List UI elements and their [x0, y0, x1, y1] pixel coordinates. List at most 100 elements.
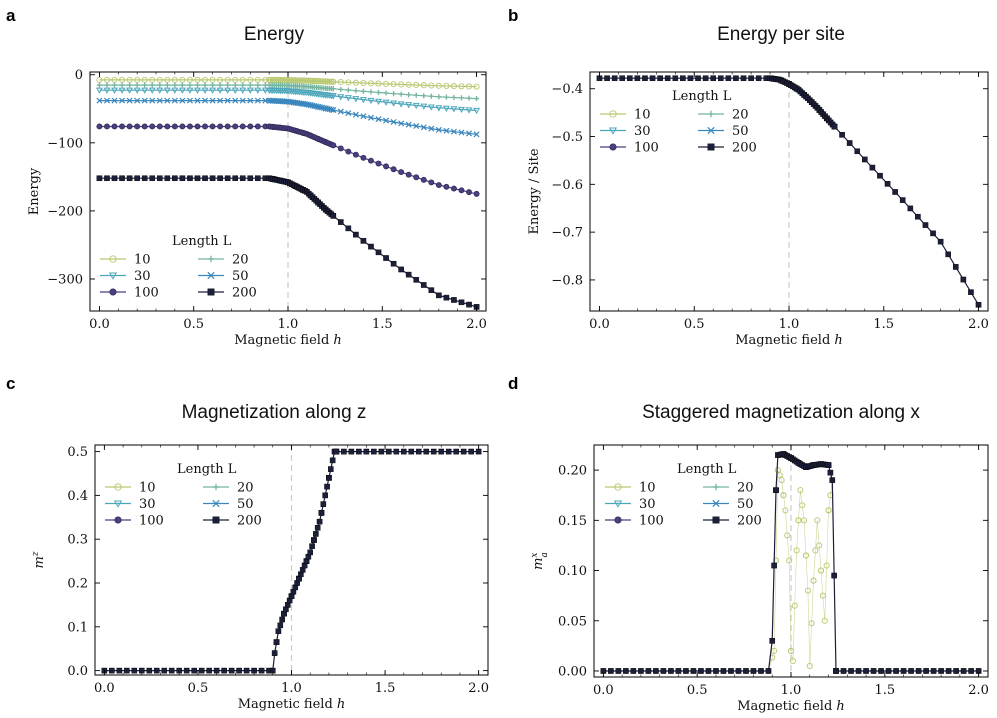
data-point: [438, 448, 445, 455]
data-point: [728, 668, 734, 674]
data-point: [784, 532, 791, 539]
y-axis-label: mz: [31, 551, 47, 568]
data-point: [390, 81, 397, 88]
data-point: [104, 123, 110, 130]
data-point: [810, 577, 817, 584]
data-point: [451, 94, 457, 101]
legend-entry-20: 20: [698, 108, 749, 123]
legend-label: 30: [634, 124, 651, 139]
data-point: [127, 82, 133, 88]
data-point: [793, 547, 800, 554]
data-point: [649, 75, 656, 82]
data-point: [458, 129, 465, 136]
data-point: [870, 668, 877, 674]
data-point: [345, 110, 352, 117]
data-point: [660, 668, 667, 674]
x-axis-label: Magnetic field h: [238, 697, 346, 712]
data-point: [198, 667, 205, 674]
data-point: [789, 657, 796, 664]
data-point: [328, 466, 334, 472]
data-point: [854, 148, 861, 155]
data-point: [435, 126, 442, 133]
legend-entry-200: 200: [703, 514, 762, 529]
data-point: [405, 81, 412, 88]
data-point: [436, 94, 442, 100]
data-point: [277, 76, 284, 84]
data-point: [390, 118, 397, 126]
data-point: [142, 82, 148, 88]
data-point: [604, 75, 610, 82]
data-point: [172, 175, 178, 182]
data-point: [383, 117, 390, 124]
data-point: [687, 75, 694, 82]
data-point: [328, 106, 335, 113]
data-point: [375, 249, 382, 256]
data-point: [96, 123, 103, 130]
data-point: [232, 82, 238, 88]
legend-label: 20: [237, 481, 254, 496]
legend-title: Length L: [672, 89, 732, 104]
data-point: [345, 148, 352, 155]
y-axis-label: Energy / Site: [527, 148, 542, 234]
data-point: [109, 667, 115, 674]
series-200: [596, 75, 982, 308]
data-point: [413, 174, 420, 181]
data-point: [458, 187, 465, 194]
data-point: [862, 156, 868, 163]
data-point: [755, 75, 762, 82]
data-point: [168, 667, 175, 674]
y-tick-label: −200: [47, 204, 83, 219]
data-point: [352, 151, 359, 158]
data-point: [450, 83, 457, 90]
data-point: [247, 97, 254, 104]
data-point: [378, 448, 385, 455]
data-point: [119, 123, 126, 130]
panel-letter: c: [6, 374, 15, 393]
data-point: [443, 82, 450, 89]
legend: Length L 10 20 30 50 100 200: [105, 462, 262, 529]
y-tick-label: −0.7: [551, 226, 583, 241]
data-point: [825, 462, 832, 468]
legend-entry-20: 20: [198, 253, 249, 268]
x-tick-label: 0.0: [89, 317, 110, 332]
x-axis-label-text: Magnetic field: [737, 699, 836, 714]
data-point: [202, 123, 208, 130]
legend-marker: [109, 255, 117, 263]
data-point: [930, 230, 936, 237]
data-point: [258, 667, 265, 674]
data-point: [156, 87, 164, 94]
x-axis-label: Magnetic field h: [735, 333, 843, 348]
data-point: [383, 80, 390, 87]
data-point: [405, 102, 413, 109]
data-point: [968, 668, 974, 674]
data-point: [239, 87, 247, 94]
x-tick-label: 0.0: [589, 317, 610, 332]
data-point: [126, 175, 133, 182]
y-tick-label: −0.8: [551, 273, 583, 288]
legend-entry-100: 100: [105, 514, 164, 529]
legend-marker: [613, 500, 623, 508]
data-point: [831, 572, 837, 579]
data-point: [330, 78, 337, 85]
data-point: [968, 289, 974, 295]
data-point: [398, 91, 404, 97]
data-point: [153, 667, 160, 674]
x-tick-label: 2.0: [468, 681, 489, 696]
legend-entry-50: 50: [203, 497, 254, 512]
data-point: [288, 77, 295, 84]
x-tick-label: 0.0: [593, 683, 614, 698]
data-point: [194, 123, 201, 130]
y-tick-label: 0.20: [558, 464, 587, 479]
legend-label: 50: [232, 269, 249, 284]
data-point: [316, 518, 323, 525]
data-point: [201, 87, 209, 94]
data-point: [344, 95, 352, 102]
data-point: [915, 668, 922, 674]
x-tick-label: 1.0: [779, 317, 800, 332]
y-tick-label: 0.0: [67, 664, 88, 679]
data-point: [397, 101, 405, 108]
data-point: [884, 181, 891, 187]
data-point: [960, 276, 967, 283]
legend-marker: [712, 483, 720, 491]
